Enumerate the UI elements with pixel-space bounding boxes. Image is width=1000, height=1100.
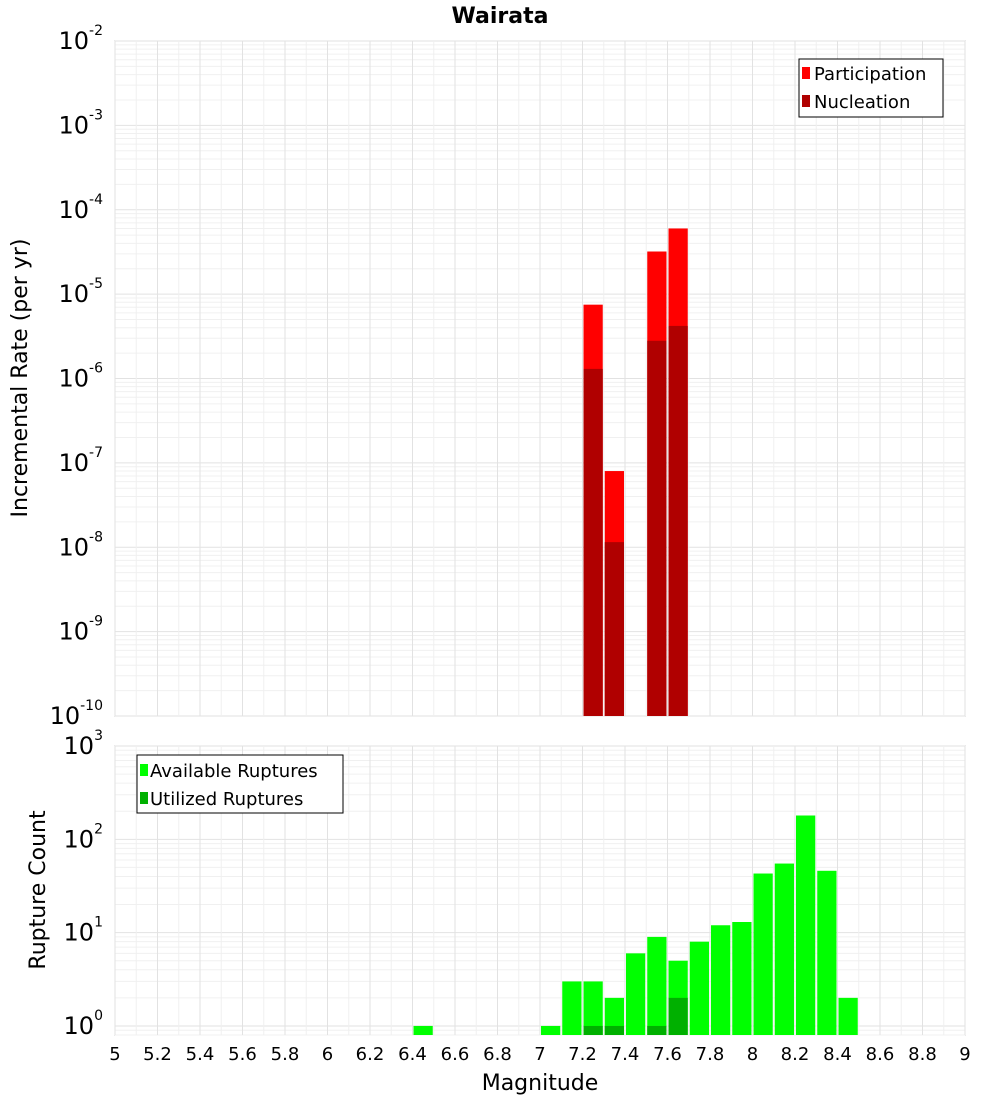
bottom-bar-utilized-ruptures: [668, 997, 688, 1035]
legend-label-participation: Participation: [814, 64, 926, 85]
bottom-bar-available-ruptures: [817, 870, 837, 1035]
bottom-bar-available-ruptures: [583, 981, 603, 1035]
bottom-y-tick-label: 100: [64, 1008, 103, 1040]
top-legend: Participation Nucleation: [798, 58, 944, 118]
legend-label-nucleation: Nucleation: [814, 92, 910, 113]
x-tick-label: 8: [747, 1044, 758, 1065]
x-tick-labels: 5 5.2 5.4 5.6 5.8 6 6.2 6.4 6.6 6.8 7 7.2 7.4 7.6 7.8 8…: [109, 1044, 970, 1065]
bottom-bar-available-ruptures: [541, 1025, 561, 1035]
x-tick-label: 5: [109, 1044, 120, 1065]
top-bar-nucleation: [583, 368, 603, 716]
top-bar-nucleation: [647, 340, 667, 716]
bottom-bar-available-ruptures: [604, 997, 624, 1035]
bottom-y-tick-label: 102: [64, 821, 103, 853]
bottom-bar-utilized-ruptures: [583, 1025, 603, 1035]
x-tick-label: 5.2: [143, 1044, 172, 1065]
x-tick-label: 6: [322, 1044, 333, 1065]
bottom-bar-available-ruptures: [753, 873, 773, 1035]
x-tick-label: 6.4: [398, 1044, 427, 1065]
top-y-tick-label: 10-7: [58, 445, 103, 477]
x-tick-label: 8.4: [823, 1044, 852, 1065]
top-bars: [583, 228, 688, 716]
x-tick-label: 8.8: [908, 1044, 937, 1065]
legend-label-available: Available Ruptures: [150, 761, 318, 782]
top-bar-nucleation: [604, 542, 624, 716]
top-bar-nucleation: [668, 325, 688, 716]
bottom-y-axis-label: Rupture Count: [26, 810, 51, 970]
legend-label-utilized: Utilized Ruptures: [150, 789, 303, 810]
top-y-tick-label: 10-2: [58, 23, 103, 55]
chart-title: Wairata: [452, 4, 549, 29]
x-tick-label: 8.6: [866, 1044, 895, 1065]
x-tick-label: 7.6: [653, 1044, 682, 1065]
bottom-bar-available-ruptures: [732, 922, 752, 1035]
bottom-bar-available-ruptures: [626, 953, 646, 1035]
top-y-tick-label: 10-5: [58, 276, 103, 308]
x-tick-label: 9: [959, 1044, 970, 1065]
bottom-bar-available-ruptures: [562, 981, 582, 1035]
bottom-panel: 100 101 102 103 Rupture Count Available Rup…: [26, 728, 971, 1096]
bottom-bar-available-ruptures: [774, 863, 794, 1035]
bottom-y-tick-label: 103: [64, 728, 103, 760]
legend-swatch-available: [140, 764, 148, 776]
x-tick-label: 5.8: [271, 1044, 300, 1065]
top-panel: 10-10 10-9 10-8 10-7 10-6 10-5 10-4 10-3 10-2 In…: [8, 23, 966, 730]
top-y-tick-label: 10-9: [58, 614, 103, 646]
bottom-bar-available-ruptures: [838, 997, 858, 1035]
top-y-axis-label: Incremental Rate (per yr): [8, 239, 33, 518]
bottom-bar-available-ruptures: [796, 815, 816, 1035]
x-tick-label: 5.6: [228, 1044, 257, 1065]
legend-swatch-nucleation: [802, 95, 810, 107]
x-tick-label: 6.2: [356, 1044, 385, 1065]
bottom-y-tick-label: 101: [64, 915, 103, 947]
x-tick-label: 7: [534, 1044, 545, 1065]
bottom-bar-utilized-ruptures: [647, 1025, 667, 1035]
top-grid: [114, 40, 966, 717]
x-tick-label: 5.4: [186, 1044, 215, 1065]
top-y-ticks: 10-10 10-9 10-8 10-7 10-6 10-5 10-4 10-3 10-2: [50, 23, 104, 730]
top-y-tick-label: 10-4: [58, 192, 103, 224]
bottom-bar-available-ruptures: [413, 1025, 433, 1035]
top-y-tick-label: 10-8: [58, 529, 103, 561]
top-legend-box: [798, 58, 944, 118]
top-y-tick-label: 10-10: [50, 698, 103, 730]
x-tick-label: 7.4: [611, 1044, 640, 1065]
legend-swatch-participation: [802, 67, 810, 79]
x-tick-label: 7.8: [696, 1044, 725, 1065]
x-tick-label: 7.2: [568, 1044, 597, 1065]
bottom-bar-available-ruptures: [711, 925, 731, 1035]
x-tick-label: 6.8: [483, 1044, 512, 1065]
bottom-bars: [413, 815, 858, 1035]
legend-swatch-utilized: [140, 792, 148, 804]
bottom-bar-utilized-ruptures: [604, 1025, 624, 1035]
top-y-tick-label: 10-6: [58, 361, 103, 393]
bottom-bar-available-ruptures: [647, 936, 667, 1035]
bottom-legend: Available Ruptures Utilized Ruptures: [136, 754, 344, 814]
bottom-bar-available-ruptures: [689, 941, 709, 1035]
x-tick-label: 8.2: [781, 1044, 810, 1065]
bottom-legend-box: [136, 754, 344, 814]
top-y-tick-label: 10-3: [58, 107, 103, 139]
x-axis-label: Magnitude: [482, 1071, 599, 1096]
x-tick-label: 6.6: [441, 1044, 470, 1065]
bottom-y-ticks: 100 101 102 103: [64, 728, 103, 1040]
